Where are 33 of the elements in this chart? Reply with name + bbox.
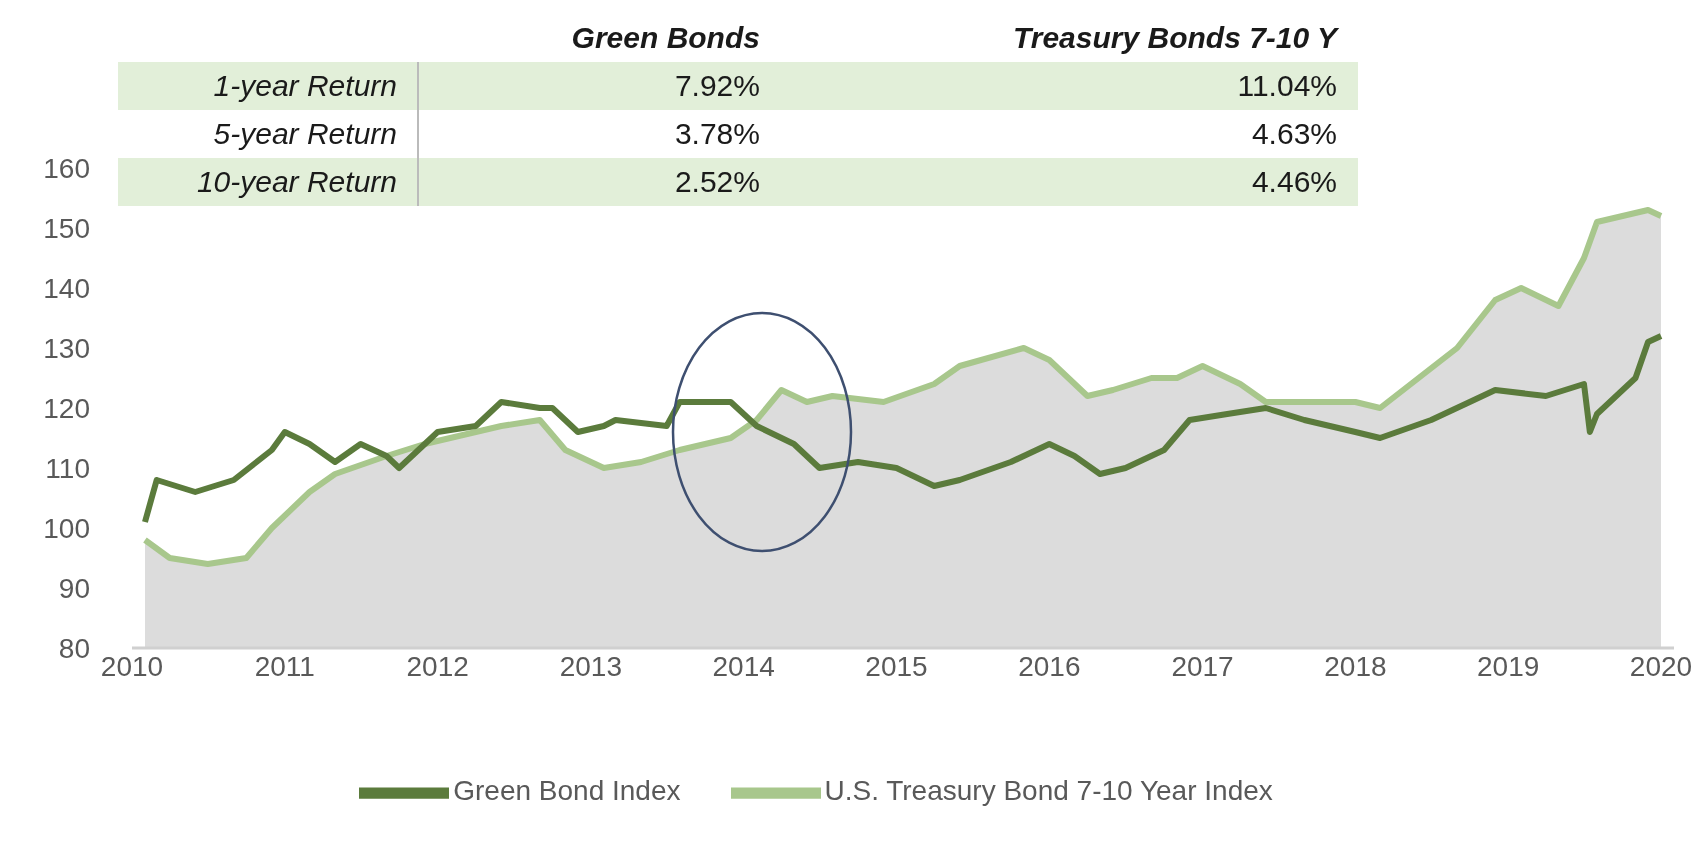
x-tick-label: 2020 — [1629, 650, 1693, 682]
category-label: 5-year Return — [118, 110, 418, 158]
y-tick-label: 140 — [43, 272, 90, 304]
data-label: 4.63% — [1250, 116, 1338, 152]
x-tick-label: 2012 — [406, 650, 469, 682]
data-label: 11.04% — [1236, 68, 1338, 104]
y-tick-label: 80 — [58, 632, 90, 664]
data-label: 4.46% — [1250, 164, 1338, 200]
y-tick-label: 130 — [43, 332, 90, 364]
y-tick-label: 110 — [45, 452, 90, 484]
x-tick-label: 2010 — [100, 650, 164, 682]
data-label: 3.78% — [673, 116, 761, 152]
legend-label: Green Bond Index — [453, 775, 681, 807]
data-label: 2.52% — [673, 164, 761, 200]
x-tick-label: 2017 — [1171, 650, 1234, 682]
x-tick-label: 2019 — [1477, 650, 1540, 682]
x-tick-label: 2015 — [865, 650, 928, 682]
category-label: 10-year Return — [118, 158, 418, 206]
legend-label: U.S. Treasury Bond 7-10 Year Index — [824, 775, 1273, 807]
x-tick-label: 2011 — [254, 650, 315, 682]
y-tick-label: 160 — [43, 152, 90, 184]
x-tick-label: 2016 — [1018, 650, 1081, 682]
y-tick-label: 120 — [43, 392, 90, 424]
series-label: Green Bonds — [570, 20, 761, 56]
x-tick-label: 2013 — [559, 650, 623, 682]
y-tick-label: 100 — [43, 512, 90, 544]
x-tick-label: 2014 — [712, 650, 775, 682]
data-label: 7.92% — [673, 68, 761, 104]
y-tick-label: 150 — [43, 212, 90, 244]
y-tick-label: 90 — [58, 572, 90, 604]
category-label: 1-year Return — [118, 62, 418, 110]
x-tick-label: 2018 — [1324, 650, 1387, 682]
text: Treasury Bonds 7-10 Y — [1011, 20, 1340, 56]
